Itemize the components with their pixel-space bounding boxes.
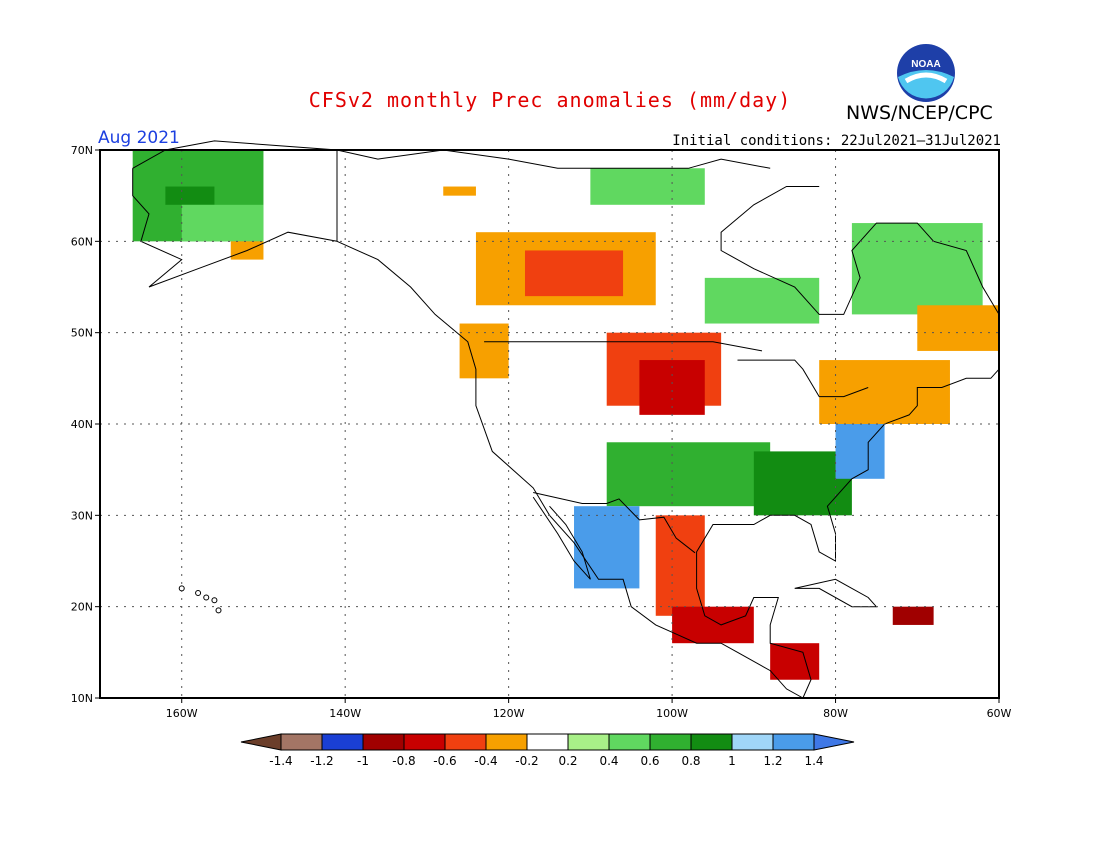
colorbar-swatch-3: [403, 733, 446, 751]
colorbar-swatch-9: [649, 733, 692, 751]
colorbar-swatch-5: [485, 733, 528, 751]
anomaly-region-mexico-west-wet: [574, 506, 640, 589]
hawaii-island-3: [211, 597, 218, 604]
lon-label-80W: 80W: [823, 707, 848, 720]
initial-conditions: Initial conditions: 22Jul2021–31Jul2021: [672, 133, 1001, 149]
colorbar-swatch-2: [362, 733, 405, 751]
colorbar-swatch-4: [444, 733, 487, 751]
colorbar-swatch-6: [526, 733, 569, 751]
hawaii-island-2: [203, 594, 210, 601]
agency-label: NWS/NCEP/CPC: [846, 102, 993, 124]
colorbar-label-10: 0.8: [681, 754, 700, 768]
coastline-baja: [532, 496, 591, 580]
coastline-0: [132, 140, 338, 288]
colorbar-swatch-11: [731, 733, 774, 751]
coastline-3: [720, 186, 1000, 315]
colorbar-swatch-7: [567, 733, 610, 751]
colorbar-label-9: 0.6: [640, 754, 659, 768]
colorbar-arrow-low: [240, 733, 282, 751]
lat-label-30N: 30N: [71, 509, 93, 522]
lon-label-140W: 140W: [329, 707, 361, 720]
colorbar-label-5: -0.4: [474, 754, 497, 768]
colorbar-label-13: 1.4: [804, 754, 823, 768]
lat-label-50N: 50N: [71, 327, 93, 340]
anomaly-region-south-central-wet: [606, 442, 771, 507]
noaa-logo: NOAA: [897, 44, 955, 102]
coastline-5: [336, 149, 771, 169]
anomaly-region-alaska-core: [165, 186, 215, 205]
hawaii-island-4: [215, 607, 222, 614]
colorbar-label-1: -1.2: [310, 754, 333, 768]
lon-label-160W: 160W: [166, 707, 198, 720]
chart-title: CFSv2 monthly Prec anomalies (mm/day): [308, 88, 792, 112]
forecast-month: Aug 2021: [98, 128, 180, 148]
anomaly-region-canada-north-dry: [443, 186, 476, 196]
border-us-canada: [484, 341, 763, 352]
anomaly-region-labrador-dry: [917, 305, 999, 351]
coastline-1: [336, 240, 804, 699]
anomaly-region-northeast-dry: [819, 360, 950, 424]
logo-text: NOAA: [911, 59, 940, 70]
colorbar-label-11: 1: [728, 754, 736, 768]
lat-label-70N: 70N: [71, 144, 93, 157]
colorbar-label-8: 0.4: [599, 754, 618, 768]
anomaly-region-quebec-wet: [851, 223, 983, 315]
colorbar-swatch-12: [772, 733, 815, 751]
border-us-mexico: [533, 492, 696, 554]
lat-label-60N: 60N: [71, 235, 93, 248]
hawaii-island-1: [195, 589, 202, 596]
lat-label-10N: 10N: [71, 692, 93, 705]
anomaly-region-canada-arctic-wet: [590, 168, 705, 205]
lat-label-20N: 20N: [71, 601, 93, 614]
colorbar-swatch-1: [321, 733, 364, 751]
colorbar-label-3: -0.8: [392, 754, 415, 768]
anomaly-region-mexico-south-dry: [672, 606, 754, 644]
colorbar-arrow-high: [813, 733, 855, 751]
coastline-2: [696, 368, 1000, 699]
colorbar-swatch-10: [690, 733, 733, 751]
lon-label-100W: 100W: [656, 707, 688, 720]
colorbar-swatch-8: [608, 733, 651, 751]
lon-label-120W: 120W: [493, 707, 525, 720]
colorbar-label-0: -1.4: [269, 754, 292, 768]
anomaly-region-central-america-dry: [770, 643, 820, 680]
colorbar-label-6: -0.2: [515, 754, 538, 768]
coastline-4: [737, 359, 869, 398]
colorbar-label-7: 0.2: [558, 754, 577, 768]
lat-label-40N: 40N: [71, 418, 93, 431]
colorbar-swatch-0: [280, 733, 323, 751]
anomaly-region-hudson-wet: [704, 277, 820, 324]
anomaly-region-alaska-south: [181, 204, 264, 242]
colorbar-label-12: 1.2: [763, 754, 782, 768]
anomaly-region-canada-west-core: [524, 250, 624, 297]
colorbar-label-2: -1: [357, 754, 369, 768]
lon-label-60W: 60W: [987, 707, 1012, 720]
colorbar-label-4: -0.6: [433, 754, 456, 768]
anomaly-region-plains-core: [639, 360, 705, 415]
anomaly-region-caribbean-dry: [892, 606, 934, 625]
